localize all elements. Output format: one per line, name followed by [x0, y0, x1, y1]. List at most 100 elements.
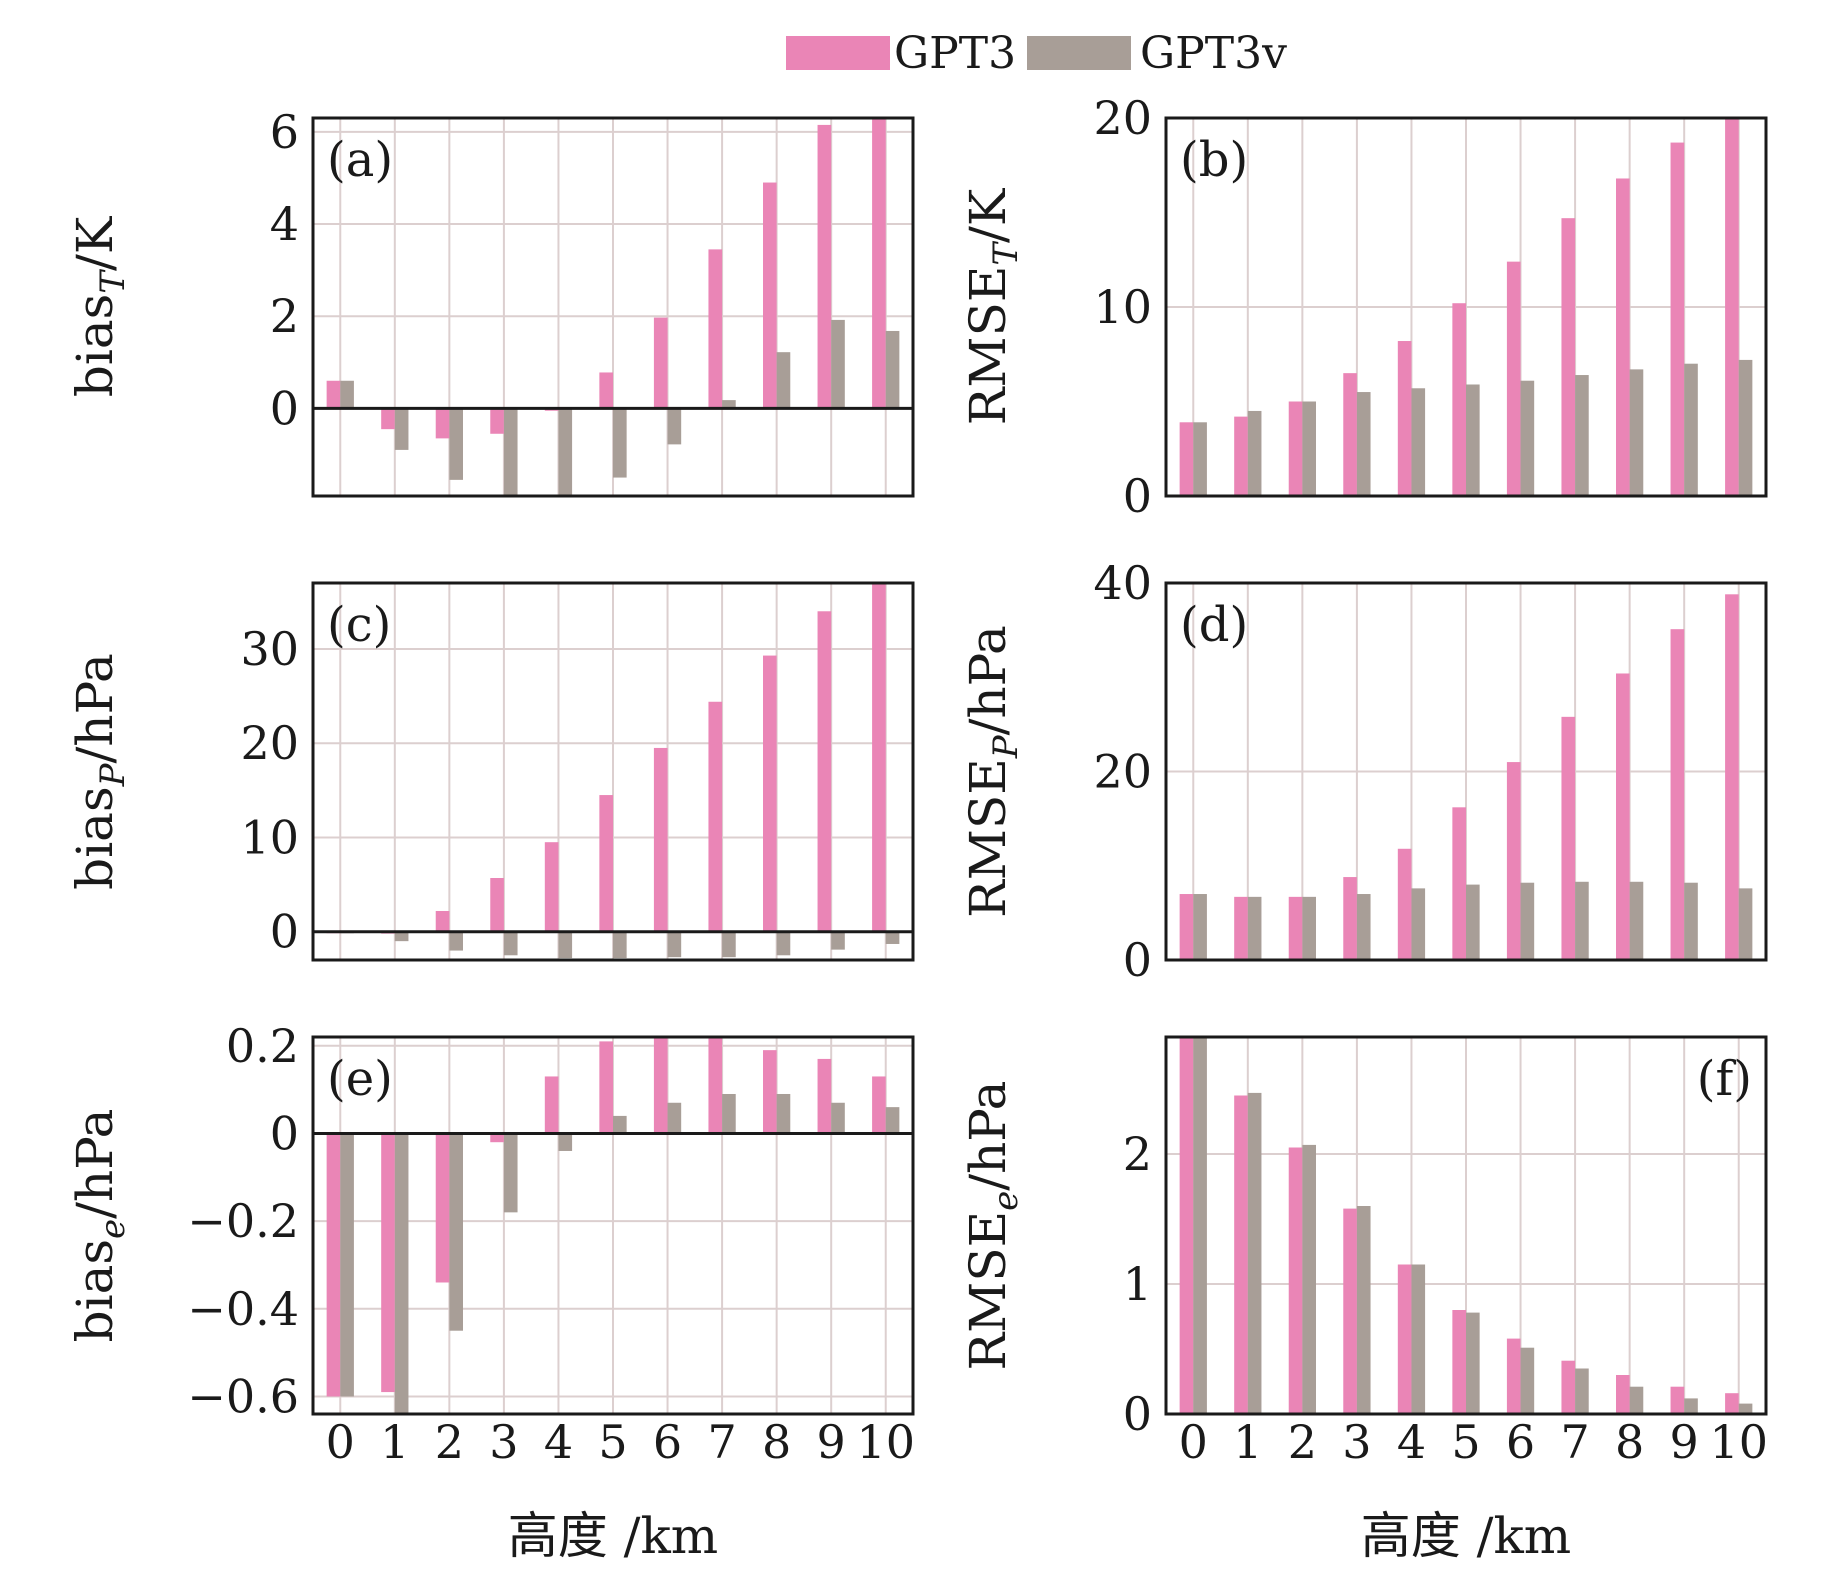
bar-f-gpt3-0 [1179, 1037, 1194, 1414]
bar-e-gpt3-2 [435, 1133, 450, 1283]
xtick-label: 8 [762, 1415, 791, 1469]
ylabel-a: biasT/K [66, 215, 133, 397]
bar-d-gpt3v-5 [1466, 884, 1480, 960]
bar-c-gpt3-8 [763, 655, 777, 932]
xtick-label: 8 [1615, 1415, 1644, 1469]
xtick-label: 3 [489, 1415, 518, 1469]
panel-label: (c) [327, 597, 391, 653]
bar-d-gpt3v-9 [1684, 882, 1698, 960]
bar-d-gpt3-0 [1179, 894, 1194, 960]
legend-label-gpt3v: GPT3v [1140, 28, 1287, 79]
bar-b-gpt3v-1 [1247, 410, 1262, 496]
bar-b-gpt3-5 [1452, 303, 1466, 496]
legend-swatch-gpt3v [1027, 36, 1131, 70]
ylabel-c: biasP/hPa [66, 653, 133, 890]
axes-frame [311, 581, 915, 962]
axes-frame [1164, 1035, 1768, 1416]
bar-b-gpt3v-3 [1356, 392, 1371, 496]
bar-f-gpt3v-9 [1684, 1398, 1698, 1414]
bar-d-gpt3-5 [1452, 807, 1466, 960]
bar-a-gpt3-0 [326, 380, 341, 409]
bar-c-gpt3-4 [544, 842, 559, 932]
panel-b: 0 10 20 (b) RMSET/K [959, 91, 1768, 523]
bar-e-gpt3v-4 [558, 1133, 573, 1151]
bar-a-gpt3v-1 [394, 408, 409, 450]
panel-a: 0 2 4 6 (a) biasT/K [66, 105, 915, 498]
bar-d-gpt3-4 [1397, 848, 1412, 960]
panel-label: (d) [1180, 597, 1248, 653]
bar-f-gpt3v-6 [1520, 1347, 1535, 1414]
bar-e-gpt3v-9 [831, 1102, 845, 1134]
bar-c-gpt3v-2 [449, 931, 463, 951]
xtick-label: 10 [856, 1415, 915, 1469]
bar-e-gpt3-3 [490, 1133, 504, 1143]
bar-d-gpt3-10 [1725, 594, 1739, 960]
bar-a-gpt3-8 [763, 182, 777, 409]
bar-f-gpt3-5 [1452, 1310, 1466, 1414]
bar-f-gpt3v-3 [1356, 1206, 1371, 1414]
bar-b-gpt3v-2 [1302, 401, 1316, 496]
panel-label: (b) [1180, 132, 1248, 188]
panel-label: (a) [327, 132, 393, 188]
xlabel: 高度 /km [1361, 1507, 1571, 1565]
bar-b-gpt3v-9 [1684, 363, 1698, 496]
bar-c-gpt3-7 [708, 701, 723, 932]
bar-a-gpt3-7 [708, 249, 723, 409]
xtick-label: 5 [598, 1415, 627, 1469]
bar-b-gpt3-4 [1397, 341, 1412, 496]
bar-d-gpt3-8 [1616, 673, 1630, 960]
bar-b-gpt3v-5 [1466, 384, 1480, 496]
xtick-label: 9 [1670, 1415, 1699, 1469]
bar-d-gpt3v-3 [1356, 894, 1371, 960]
bar-a-gpt3v-3 [503, 408, 518, 496]
bar-b-gpt3-2 [1288, 401, 1303, 496]
bar-a-gpt3-2 [435, 408, 450, 439]
bar-f-gpt3v-1 [1247, 1092, 1262, 1414]
bar-a-gpt3-3 [490, 408, 504, 434]
bar-b-gpt3v-4 [1411, 388, 1426, 496]
bar-a-gpt3v-6 [667, 408, 682, 445]
xtick-label: 7 [707, 1415, 736, 1469]
ytick-label: 10 [1093, 280, 1152, 334]
bar-d-gpt3v-4 [1411, 888, 1426, 960]
bar-e-gpt3-9 [817, 1058, 832, 1134]
ytick-label: 0 [1123, 1387, 1152, 1441]
bar-b-gpt3-1 [1234, 416, 1248, 496]
bar-f-gpt3v-4 [1411, 1264, 1426, 1414]
bar-f-gpt3-4 [1397, 1264, 1412, 1414]
bar-a-gpt3-5 [599, 372, 613, 409]
xtick-label: 4 [544, 1415, 573, 1469]
ylabel-f: RMSEe/hPa [959, 1081, 1026, 1371]
bar-d-gpt3-2 [1288, 896, 1303, 960]
ytick-label: 20 [1093, 745, 1152, 799]
bar-a-gpt3v-9 [831, 319, 845, 409]
bar-d-gpt3v-10 [1738, 888, 1753, 960]
xtick-label: 1 [380, 1415, 409, 1469]
ytick-label: −0.6 [187, 1369, 299, 1423]
bar-d-gpt3-1 [1234, 896, 1248, 960]
ytick-label: 30 [240, 622, 299, 676]
xtick-label: 6 [1506, 1415, 1535, 1469]
ytick-label: 2 [270, 289, 299, 343]
bar-f-gpt3-9 [1670, 1386, 1685, 1414]
bar-a-gpt3-1 [381, 408, 395, 430]
panel-label: (f) [1697, 1051, 1752, 1107]
bar-b-gpt3-6 [1506, 261, 1521, 496]
bar-f-gpt3-2 [1288, 1147, 1303, 1414]
ytick-label: 0.2 [226, 1019, 299, 1073]
bar-a-gpt3v-10 [885, 330, 900, 409]
ytick-label: 20 [1093, 91, 1152, 145]
axes-frame [311, 1035, 915, 1416]
axes-frame [1164, 581, 1768, 962]
bar-e-gpt3v-10 [885, 1107, 900, 1134]
ytick-label: 2 [1123, 1127, 1152, 1181]
bar-c-gpt3v-1 [394, 931, 409, 942]
bar-c-gpt3v-9 [831, 931, 845, 950]
bar-b-gpt3-8 [1616, 178, 1630, 497]
bar-b-gpt3v-6 [1520, 380, 1535, 496]
bar-a-gpt3v-7 [722, 400, 736, 409]
xtick-label: 2 [435, 1415, 464, 1469]
